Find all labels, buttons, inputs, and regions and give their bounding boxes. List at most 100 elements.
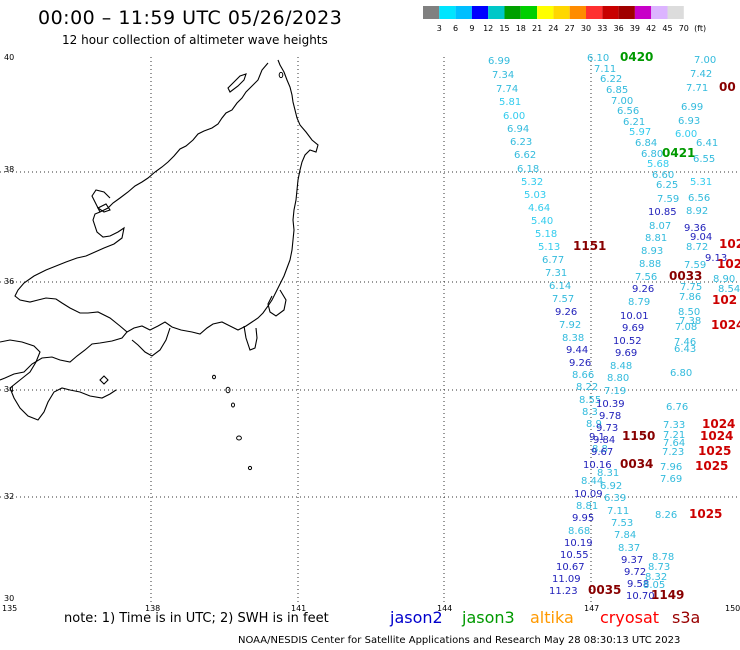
wave-height-value: 7.08	[675, 322, 697, 333]
small-islands	[212, 71, 284, 471]
pass-time-label: 00	[719, 80, 736, 94]
pass-time-label: 0035	[588, 583, 621, 597]
scale-label: 9	[469, 24, 474, 33]
wave-height-value: 9.13	[705, 253, 727, 264]
lon-label: 150	[725, 604, 740, 613]
wave-height-value: 8.37	[618, 543, 640, 554]
wave-height-value: 6.10	[587, 53, 609, 64]
wave-height-value: 9.72	[624, 567, 646, 578]
wave-height-value: 7.46	[674, 337, 696, 348]
wave-height-value: 6.99	[488, 56, 510, 67]
wave-height-value: 9.67	[591, 447, 613, 458]
wave-height-value: 7.42	[690, 69, 712, 80]
wave-height-value: 8.54	[718, 284, 740, 295]
credit-line: NOAA/NESDIS Center for Satellite Applica…	[238, 635, 681, 646]
altimeter-readings: 6.99 7.34 7.74 5.81 6.00 6.94 6.23 6.62 6.18 5.32…	[488, 50, 740, 602]
oki-island	[96, 203, 111, 213]
wave-height-value: 7.00	[611, 96, 633, 107]
wave-height-value: 5.97	[629, 127, 651, 138]
wave-height-value: 6.39	[604, 493, 626, 504]
wave-height-value: 8.72	[686, 242, 708, 253]
wave-height-value: 9.69	[615, 348, 637, 359]
wave-height-value: 7.86	[679, 292, 701, 303]
lat-label: 32	[4, 492, 14, 501]
lon-label: 141	[291, 604, 306, 613]
wave-height-value: 10.19	[564, 538, 593, 549]
wave-height-value: 5.40	[531, 216, 553, 227]
lon-label: 144	[437, 604, 452, 613]
wave-height-value: 7.00	[694, 55, 716, 66]
scale-label: 18	[516, 24, 526, 33]
wave-height-value: 7.31	[545, 268, 567, 279]
izu-peninsula	[243, 325, 258, 351]
scale-swatch	[504, 6, 521, 19]
lat-label: 34	[4, 385, 14, 394]
wave-height-value: 8.80	[607, 373, 629, 384]
pass-time-label: 0034	[620, 457, 653, 471]
pass-time-label: 0033	[669, 269, 702, 283]
pass-time-label: 1150	[622, 429, 655, 443]
wave-height-value: 8.78	[652, 552, 674, 563]
wave-height-value: 6.80	[670, 368, 692, 379]
wave-height-value: 7.92	[559, 320, 581, 331]
footnote: note: 1) Time is in UTC; 2) SWH is in fe…	[64, 611, 329, 626]
scale-swatch	[471, 6, 489, 19]
wave-height-value: 6.99	[681, 102, 703, 113]
wave-height-value: 10.09	[574, 489, 603, 500]
pacific-coast	[126, 59, 319, 335]
wave-height-value: 8.81	[576, 501, 598, 512]
satellite-s3a: s3a	[672, 608, 701, 627]
scale-label: 6	[453, 24, 458, 33]
wave-height-value: 8.92	[686, 206, 708, 217]
wave-height-value: 9.44	[566, 345, 588, 356]
wave-height-value: 8.90	[713, 274, 735, 285]
wave-height-value: 10.16	[583, 460, 612, 471]
wave-height-value: 6.41	[696, 138, 718, 149]
wave-height-value: 10.85	[648, 207, 677, 218]
wave-height-value: 8.22	[576, 382, 598, 393]
wave-height-value: 9.78	[599, 411, 621, 422]
wave-height-value: 8.66	[572, 370, 594, 381]
wave-height-value: 9.73	[596, 423, 618, 434]
wave-height-value: 8.07	[649, 221, 671, 232]
island-4	[236, 435, 242, 441]
pass-time-label: 102	[719, 237, 740, 251]
scale-label: 36	[614, 24, 624, 33]
wave-height-value: 7.75	[680, 282, 702, 293]
pass-time-label: 1149	[651, 588, 684, 602]
scale-swatch	[569, 6, 586, 19]
wave-height-value: 7.11	[607, 506, 629, 517]
wave-height-value: 6.76	[666, 402, 688, 413]
wave-height-value: 8.26	[655, 510, 677, 521]
wave-height-value: 10.39	[596, 399, 625, 410]
wave-height-value: 7.64	[663, 438, 685, 449]
wave-height-value: 6.22	[600, 74, 622, 85]
pass-time-label: 1025	[695, 459, 728, 473]
wave-height-value: 7.56	[635, 272, 657, 283]
wave-height-value: 7.84	[614, 530, 636, 541]
page-subtitle: 12 hour collection of altimeter wave hei…	[62, 33, 328, 47]
wave-height-value: 5.32	[521, 177, 543, 188]
island-6	[212, 374, 216, 380]
wave-height-value: 10.67	[556, 562, 585, 573]
scale-swatch	[602, 6, 619, 19]
wave-height-value: 10.55	[560, 550, 589, 561]
wave-height-value: 9.84	[593, 435, 615, 446]
scale-label: 39	[630, 24, 640, 33]
wave-height-value: 6.56	[617, 106, 639, 117]
wave-height-value: 4.64	[528, 203, 550, 214]
pass-time-label: 0420	[620, 50, 653, 64]
wave-height-value: 8.38	[562, 333, 584, 344]
scale-swatch	[423, 6, 440, 19]
wave-height-value: 6.80	[641, 149, 663, 160]
pass-time-label: 1151	[573, 239, 606, 253]
wave-height-value: 5.13	[538, 242, 560, 253]
scale-label: 45	[662, 24, 672, 33]
scale-label: 27	[565, 24, 575, 33]
scale-swatch	[520, 6, 538, 19]
wave-height-value: 10.52	[613, 336, 642, 347]
wave-height-value: 6.00	[675, 129, 697, 140]
wave-height-value: 7.34	[492, 70, 514, 81]
scale-swatch	[634, 6, 652, 19]
pass-time-label: 1025	[689, 507, 722, 521]
